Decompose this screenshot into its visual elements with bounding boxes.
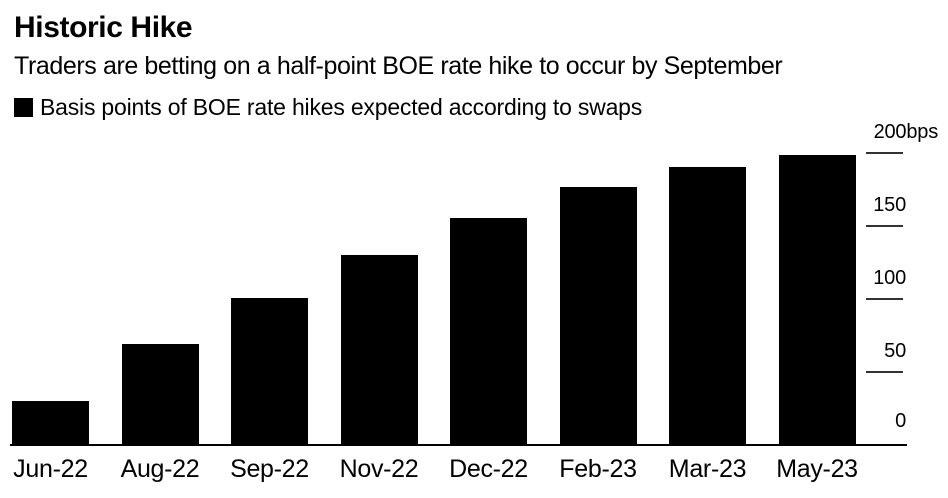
bar-mar-23 — [669, 167, 746, 445]
y-tick-mark — [866, 371, 903, 374]
x-tick-label: Aug-22 — [120, 455, 200, 483]
y-tick-label: 150 — [873, 193, 906, 216]
x-tick-label: Feb-23 — [559, 455, 637, 483]
y-tick-label: 100 — [873, 267, 906, 289]
chart-title: Historic Hike — [14, 11, 193, 44]
x-tick-label: Jun-22 — [13, 455, 88, 483]
legend-swatch-icon — [14, 98, 33, 117]
legend-label: Basis points of BOE rate hikes expected … — [40, 94, 643, 120]
y-tick-mark — [866, 298, 903, 300]
y-tick-label: 0 — [895, 410, 906, 432]
bar-sep-22 — [231, 298, 308, 445]
x-tick-label: May-23 — [776, 455, 858, 483]
bar-jun-22 — [12, 401, 89, 445]
bar-feb-23 — [559, 187, 637, 445]
x-tick-label: Nov-22 — [339, 455, 419, 483]
y-tick-label: 200bps — [873, 120, 939, 143]
legend: Basis points of BOE rate hikes expected … — [14, 94, 642, 121]
x-axis-line — [10, 444, 907, 446]
x-tick-label: Sep-22 — [230, 455, 309, 483]
bar-may-23 — [778, 155, 856, 445]
bar-dec-22 — [450, 218, 527, 445]
x-tick-label: Dec-22 — [449, 455, 528, 483]
chart-subtitle: Traders are betting on a half-point BOE … — [14, 52, 783, 80]
bar-nov-22 — [340, 255, 418, 445]
y-tick-label: 50 — [884, 340, 906, 363]
x-tick-label: Mar-23 — [668, 455, 747, 483]
y-tick-mark — [866, 224, 903, 227]
bar-aug-22 — [121, 344, 199, 445]
y-tick-mark — [866, 151, 903, 154]
